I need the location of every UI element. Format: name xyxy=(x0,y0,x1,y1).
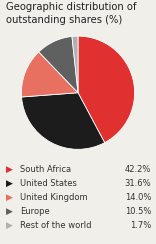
Text: ▶: ▶ xyxy=(6,221,13,230)
Wedge shape xyxy=(21,52,78,97)
Text: United States: United States xyxy=(20,179,77,188)
Text: Europe: Europe xyxy=(20,207,50,216)
Text: 31.6%: 31.6% xyxy=(125,179,151,188)
Text: South Africa: South Africa xyxy=(20,165,71,174)
Text: ▶: ▶ xyxy=(6,179,13,188)
Text: 14.0%: 14.0% xyxy=(125,193,151,202)
Text: ▶: ▶ xyxy=(6,193,13,202)
Wedge shape xyxy=(78,36,135,143)
Text: Geographic distribution of
outstanding shares (%): Geographic distribution of outstanding s… xyxy=(6,2,137,25)
Text: United Kingdom: United Kingdom xyxy=(20,193,88,202)
Text: 10.5%: 10.5% xyxy=(125,207,151,216)
Wedge shape xyxy=(72,36,78,93)
Text: ▶: ▶ xyxy=(6,207,13,216)
Text: ▶: ▶ xyxy=(6,165,13,174)
Wedge shape xyxy=(39,36,78,93)
Text: 42.2%: 42.2% xyxy=(125,165,151,174)
Text: Rest of the world: Rest of the world xyxy=(20,221,92,230)
Wedge shape xyxy=(22,93,105,149)
Text: 1.7%: 1.7% xyxy=(130,221,151,230)
